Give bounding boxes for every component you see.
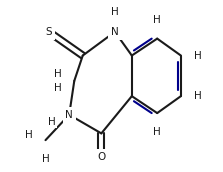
Text: H: H [54,69,62,79]
Text: N: N [65,110,73,120]
Text: H: H [25,130,33,140]
Text: N: N [111,27,119,37]
Text: H: H [42,154,49,164]
Text: H: H [54,83,62,93]
Text: H: H [153,15,161,25]
Text: S: S [45,27,52,37]
Text: H: H [48,117,56,127]
Text: H: H [153,127,161,137]
Text: H: H [194,51,201,61]
Text: H: H [194,91,201,101]
Text: O: O [97,152,105,162]
Text: H: H [111,7,119,18]
